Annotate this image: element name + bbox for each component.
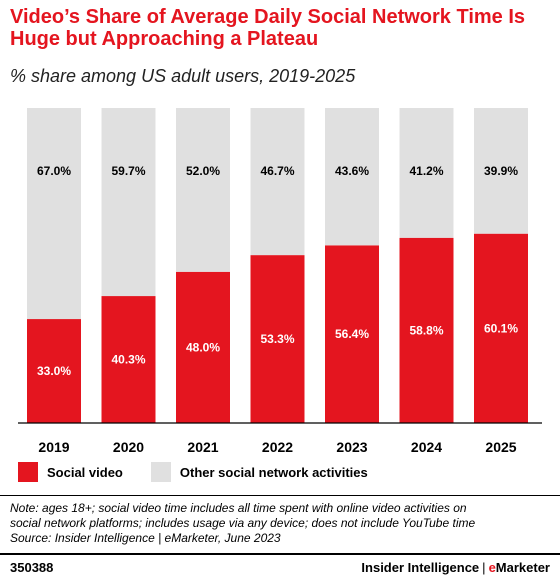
legend-swatch-other [150, 462, 171, 482]
bar-other [250, 108, 305, 256]
x-tick-label: 2021 [187, 439, 218, 455]
data-label-social-video: 58.8% [409, 323, 443, 337]
data-label-social-video: 53.3% [260, 332, 294, 346]
legend: Social video Other social network activi… [18, 462, 396, 482]
source-note: Note: ages 18+; social video time includ… [10, 501, 555, 546]
data-label-social-video: 48.0% [186, 340, 220, 354]
brand-marketer: Marketer [495, 560, 550, 575]
bar-other [474, 108, 528, 234]
note-line: Source: Insider Intelligence | eMarketer… [10, 531, 281, 545]
data-label-other: 59.7% [111, 164, 145, 178]
bar-social-video [101, 296, 156, 423]
bar-social-video [250, 255, 305, 423]
legend-swatch-social-video [18, 462, 38, 482]
x-tick-label: 2025 [485, 439, 516, 455]
legend-label-social-video: Social video [47, 464, 123, 480]
chart-title: Video’s Share of Average Daily Social Ne… [10, 6, 526, 50]
x-tick-label: 2019 [38, 439, 69, 455]
bar-other [27, 108, 81, 320]
bar-other [101, 108, 156, 297]
bar-social-video [176, 271, 230, 423]
divider-bottom [0, 553, 560, 555]
brand-name: Insider Intelligence [361, 560, 480, 575]
bar-social-video [474, 233, 528, 423]
legend-item-other: Other social network activities [150, 462, 368, 482]
x-tick-label: 2023 [336, 439, 367, 455]
bar-other [325, 108, 379, 246]
data-label-other: 39.9% [484, 164, 518, 178]
stacked-bar-chart: 33.0% 67.0% 2019 40.3% 59.7% 2020 48.0% 52.0% 20… [18, 108, 542, 455]
legend-item-social-video: Social video [18, 462, 123, 482]
data-label-other: 41.2% [409, 164, 443, 178]
divider-top [0, 495, 560, 496]
data-label-social-video: 33.0% [37, 364, 71, 378]
bar-social-video [399, 237, 454, 423]
data-label-social-video: 60.1% [484, 321, 518, 335]
data-label-other: 46.7% [260, 164, 294, 178]
data-label-other: 43.6% [335, 164, 369, 178]
data-label-other: 67.0% [37, 164, 71, 178]
bar-other [399, 108, 454, 238]
x-tick-label: 2020 [113, 439, 144, 455]
bar-social-video [27, 319, 81, 423]
data-label-other: 52.0% [186, 164, 220, 178]
chart-id: 350388 [10, 560, 54, 575]
brand-e: e [488, 560, 496, 575]
brand-logo: Insider Intelligence | eMarketer [361, 560, 550, 575]
legend-label-other: Other social network activities [179, 464, 368, 480]
data-label-social-video: 40.3% [111, 353, 145, 367]
brand-separator: | [482, 560, 486, 575]
chart-subtitle: % share among US adult users, 2019-2025 [10, 66, 356, 86]
data-label-social-video: 56.4% [335, 327, 369, 341]
bar-social-video [325, 245, 379, 423]
x-tick-label: 2024 [411, 439, 442, 455]
note-line: Note: ages 18+; social video time includ… [10, 501, 467, 515]
x-tick-label: 2022 [262, 439, 293, 455]
note-line: social network platforms; includes usage… [10, 516, 476, 530]
bar-other [176, 108, 230, 272]
